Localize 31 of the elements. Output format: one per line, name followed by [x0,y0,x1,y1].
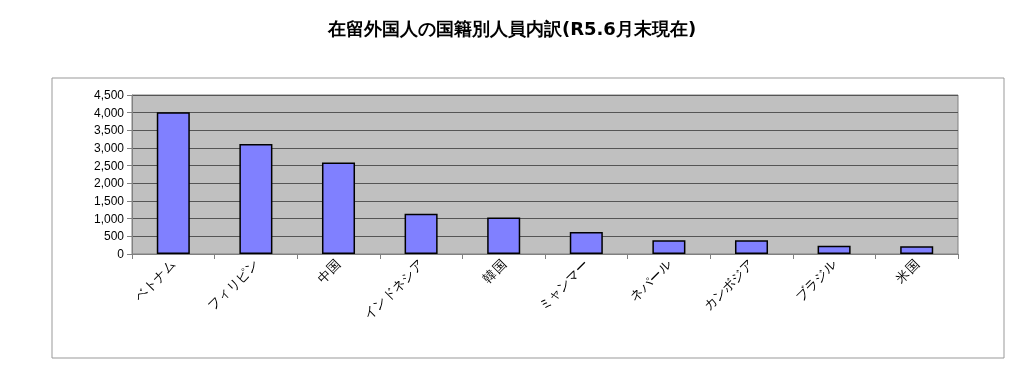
y-tick-label: 500 [103,229,125,244]
x-tick-label: フィリピン [204,256,262,314]
bar [321,162,356,254]
x-tick-label: インドネシア [360,256,427,323]
x-tick-label: 韓国 [480,256,509,286]
bar [404,213,438,254]
x-tick-label: ベトナム [131,256,179,305]
bar [487,217,521,254]
x-tick-label: ネパール [626,256,675,305]
bar [652,240,686,254]
x-tick-label: ブラジル [792,256,840,305]
y-tick-label: 3,000 [93,141,125,155]
bar [156,112,190,254]
x-tick-label: カンボジア [700,256,757,314]
bar [239,144,273,254]
y-tick-label: 4,000 [93,105,125,120]
bar [569,232,603,254]
x-tick-label: 中国 [314,256,344,286]
x-tick-label: 米国 [893,256,922,286]
y-tick-label: 4,500 [93,88,125,102]
y-tick-label: 0 [117,247,125,261]
y-tick-label: 1,500 [93,194,125,208]
bar [734,240,769,254]
x-tick-label: ミャンマー [535,256,592,314]
bar [900,246,934,254]
y-tick-label: 1,000 [93,211,125,226]
y-tick-label: 3,500 [93,123,125,138]
y-tick-label: 2,500 [93,158,125,173]
bar [817,245,851,254]
y-tick-label: 2,000 [93,176,125,191]
chart-title: 在留外国人の国籍別人員内訳(R5.6月末現在) [326,17,697,39]
